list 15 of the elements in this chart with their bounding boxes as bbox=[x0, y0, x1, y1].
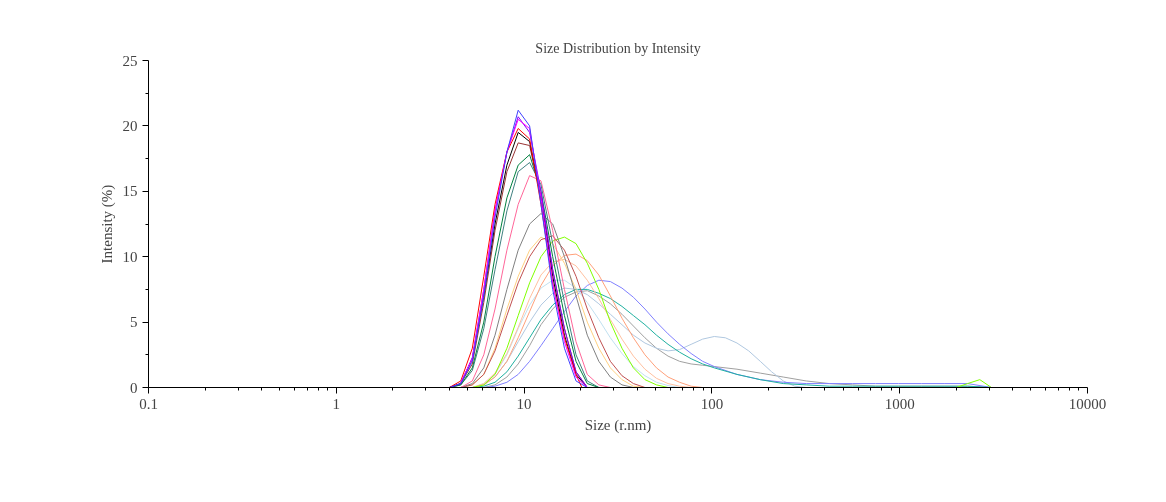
x-tick-label: 0.1 bbox=[139, 395, 158, 412]
x-tick-label: 1000 bbox=[884, 395, 915, 412]
x-tick-label: 10 bbox=[516, 395, 532, 412]
y-tick-label: 0 bbox=[130, 379, 138, 396]
y-tick-label: 5 bbox=[130, 314, 138, 331]
x-tick-label: 10000 bbox=[1068, 395, 1107, 412]
y-tick-label: 10 bbox=[122, 248, 138, 265]
y-axis-title: Intensity (%) bbox=[98, 184, 116, 264]
y-tick-label: 25 bbox=[122, 52, 138, 69]
y-tick-label: 15 bbox=[122, 183, 138, 200]
x-tick-label: 100 bbox=[700, 395, 724, 412]
chart-title: Size Distribution by Intensity bbox=[535, 40, 701, 56]
x-axis-title: Size (r.nm) bbox=[584, 416, 652, 434]
y-tick-label: 20 bbox=[122, 117, 138, 134]
x-tick-label: 1 bbox=[332, 395, 341, 412]
